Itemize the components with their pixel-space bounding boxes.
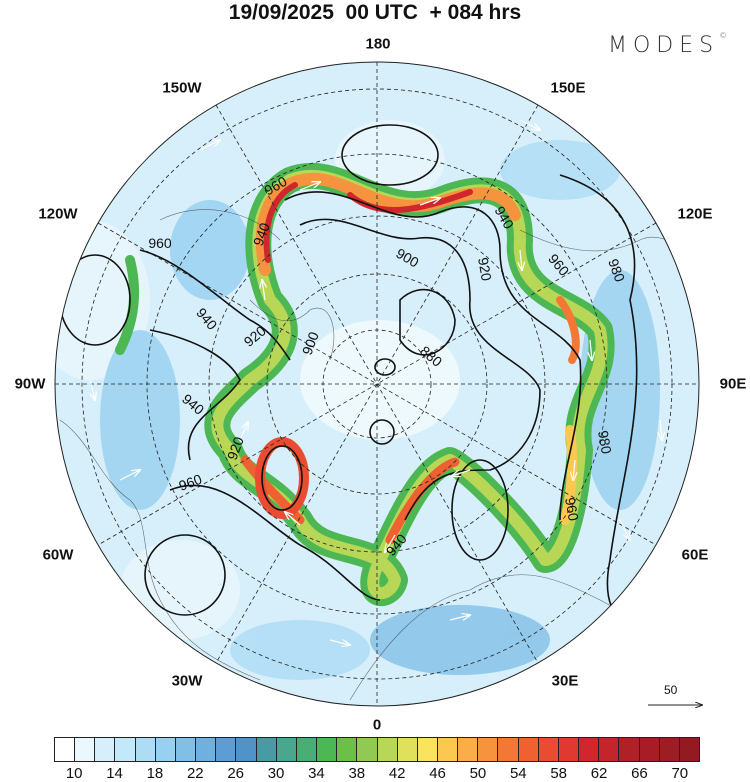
lon-label-120e: 120E	[677, 205, 713, 223]
logo-text: MODES	[608, 33, 720, 58]
colorbar-swatch	[236, 738, 257, 761]
lon-label-30e: 30E	[551, 672, 579, 690]
colorbar-swatch	[317, 738, 338, 761]
reference-vector-label: 50	[664, 683, 678, 697]
colorbar-swatch	[679, 738, 699, 761]
colorbar-swatch	[659, 738, 680, 761]
contour-label: 960	[148, 235, 172, 251]
colorbar-tick-label: 42	[388, 765, 406, 782]
colorbar	[54, 737, 700, 762]
colorbar-swatch	[518, 738, 539, 761]
lon-label-60w: 60W	[42, 546, 74, 564]
colorbar-swatch	[579, 738, 600, 761]
colorbar-swatch	[498, 738, 519, 761]
colorbar-swatch	[155, 738, 176, 761]
colorbar-swatch	[175, 738, 197, 761]
contour-label: 960	[562, 496, 582, 522]
contour-label: 960	[177, 471, 205, 494]
colorbar-swatch	[276, 738, 297, 761]
map-title: 19/09/2025 00 UTC + 084 hrs	[228, 1, 522, 24]
colorbar-swatch	[478, 738, 499, 761]
map-border	[54, 61, 700, 707]
contour-label: 900	[299, 329, 322, 357]
colorbar-tick-label: 26	[227, 765, 245, 782]
colorbar-tick-label: 30	[267, 765, 285, 782]
lon-label-180: 180	[365, 35, 391, 53]
lon-label-90e: 90E	[719, 375, 747, 393]
colorbar-tick-label: 14	[106, 765, 123, 782]
colorbar-tick-label: 58	[550, 765, 568, 782]
colorbar-tick-label: 66	[631, 765, 648, 782]
colorbar-ticks: 10 14 18 22 26 30 34 38 42 46 50 54 58 62 66 70	[54, 765, 700, 782]
colorbar-tick-label: 18	[146, 765, 164, 782]
colorbar-swatch	[357, 738, 378, 761]
modes-logo: MODES©	[608, 31, 728, 58]
contour-label: 920	[475, 256, 495, 282]
colorbar-tick-label: 38	[348, 765, 366, 782]
lon-label-120w: 120W	[38, 205, 78, 223]
colorbar-tick-label: 54	[509, 765, 527, 782]
colorbar-swatch	[256, 738, 277, 761]
wind-vectors	[89, 119, 662, 645]
colorbar-swatch	[55, 738, 76, 761]
colorbar-swatch	[75, 738, 96, 761]
colorbar-swatch	[296, 738, 318, 761]
contour-label: 920	[224, 434, 247, 462]
colorbar-swatch	[599, 738, 620, 761]
colorbar-tick-label: 50	[469, 765, 487, 782]
colorbar-swatch	[337, 738, 358, 761]
colorbar-swatch	[458, 738, 479, 761]
lon-label-150e: 150E	[550, 79, 586, 97]
height-contours	[59, 124, 641, 641]
colorbar-swatch	[639, 738, 660, 761]
lon-label-0: 0	[372, 716, 382, 734]
colorbar-tick-label: 10	[65, 765, 83, 782]
contour-label: 980	[595, 429, 615, 455]
colorbar-tick-label: 22	[186, 765, 204, 782]
colorbar-tick-label: 70	[671, 765, 689, 782]
lon-label-60e: 60E	[681, 546, 709, 564]
colorbar-swatch	[216, 738, 237, 761]
colorbar-swatch	[135, 738, 156, 761]
colorbar-swatch	[196, 738, 217, 761]
lon-label-30w: 30W	[171, 672, 203, 690]
colorbar-swatch	[538, 738, 559, 761]
colorbar-tick-label: 46	[429, 765, 446, 782]
colorbar-swatch	[558, 738, 580, 761]
colorbar-swatch	[619, 738, 640, 761]
contour-label: 940	[250, 220, 273, 248]
colorbar-swatch	[115, 738, 136, 761]
colorbar-swatch	[377, 738, 398, 761]
colorbar-swatch	[397, 738, 418, 761]
colorbar-swatch	[437, 738, 459, 761]
colorbar-tick-label: 34	[308, 765, 325, 782]
lon-label-150w: 150W	[162, 79, 202, 97]
colorbar-swatch	[417, 738, 438, 761]
colorbar-tick-label: 62	[590, 765, 608, 782]
contour-label: 980	[605, 257, 628, 285]
colorbar-swatch	[95, 738, 116, 761]
graticule	[55, 62, 699, 706]
lon-label-90w: 90W	[14, 375, 46, 393]
logo-mark: ©	[719, 31, 728, 40]
